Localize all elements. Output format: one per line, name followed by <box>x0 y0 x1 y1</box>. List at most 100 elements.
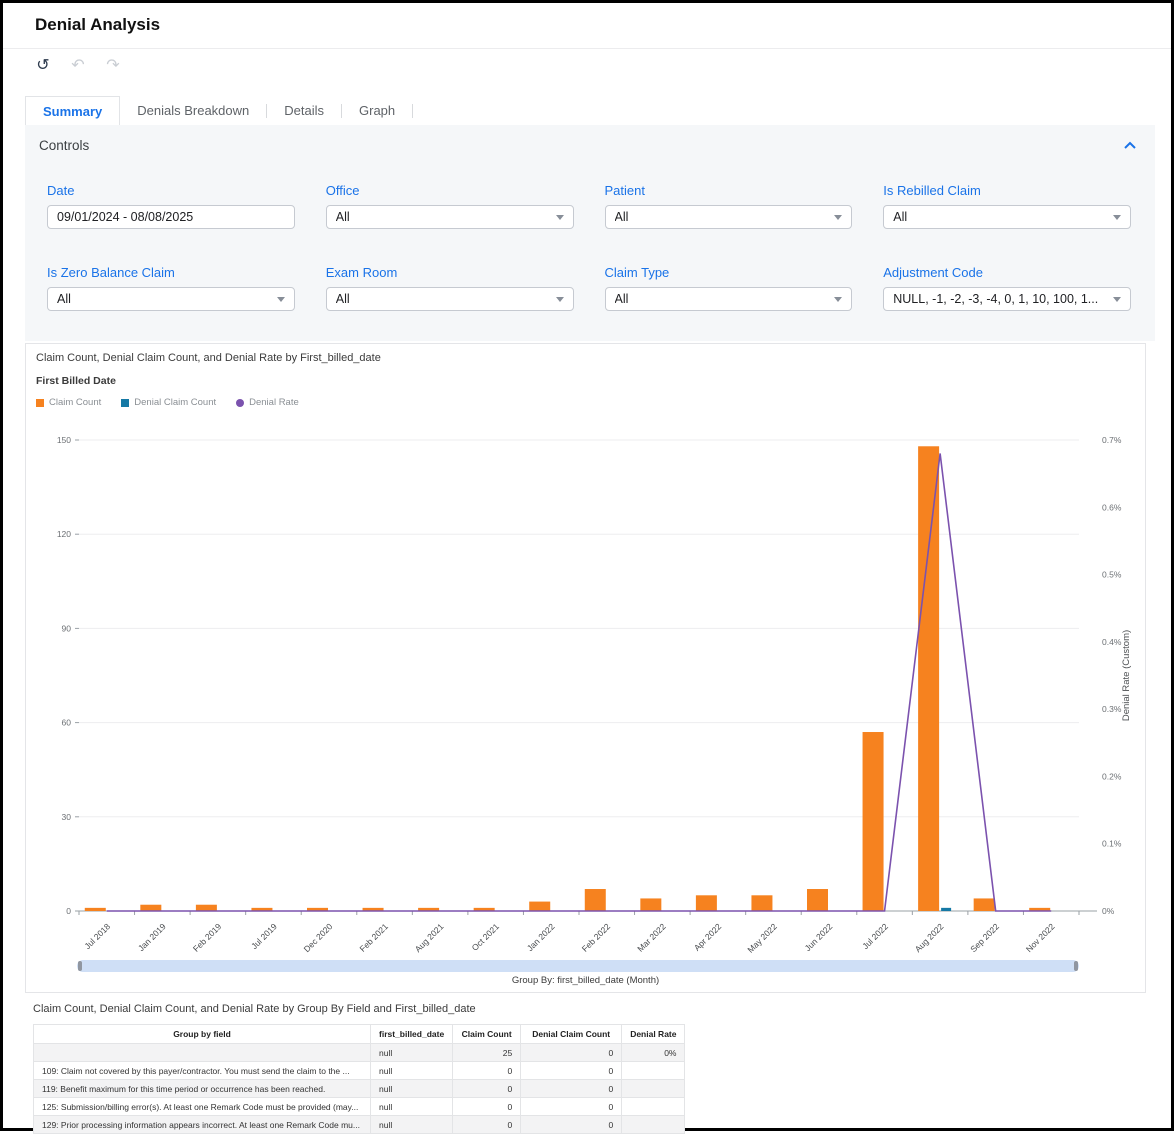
filter-is-rebilled-claim-input[interactable]: All <box>883 205 1131 229</box>
filter-label: Adjustment Code <box>883 265 983 280</box>
filter-label: Claim Type <box>604 265 670 280</box>
filter-date-input[interactable]: 09/01/2024 - 08/08/2025 <box>47 205 295 229</box>
filter-is-zero-balance-claim-input[interactable]: All <box>47 287 295 311</box>
tab-denials-breakdown[interactable]: Denials Breakdown <box>137 103 250 118</box>
range-slider-left-handle[interactable] <box>78 961 82 971</box>
svg-text:Jul 2019: Jul 2019 <box>249 921 279 951</box>
chevron-up-icon <box>1124 141 1136 149</box>
column-header-first-billed-date[interactable]: first_billed_date <box>369 1024 454 1044</box>
filter-value: 09/01/2024 - 08/08/2025 <box>57 210 194 224</box>
table-header-row: Group by field first_billed_date Claim Cou… <box>33 1024 686 1044</box>
svg-text:0%: 0% <box>1102 906 1115 916</box>
svg-text:0.7%: 0.7% <box>1102 435 1122 445</box>
svg-text:0.6%: 0.6% <box>1102 502 1122 512</box>
svg-text:Aug 2021: Aug 2021 <box>413 921 446 954</box>
redo-icon[interactable]: ↷ <box>106 57 120 74</box>
svg-text:Feb 2019: Feb 2019 <box>191 921 224 954</box>
filter-value: All <box>893 210 908 224</box>
legend-item-denial-claim-count[interactable]: Denial Claim Count <box>121 397 216 408</box>
svg-text:Jun 2022: Jun 2022 <box>803 921 835 953</box>
filter-patient-input[interactable]: All <box>604 205 853 229</box>
svg-text:60: 60 <box>62 718 72 728</box>
table-cell: 125: Submission/billing error(s). At lea… <box>33 1097 371 1116</box>
dropdown-arrow-icon <box>276 297 285 302</box>
filter-value: All <box>614 292 629 306</box>
svg-text:Dec 2020: Dec 2020 <box>302 921 335 954</box>
dropdown-arrow-icon <box>555 215 564 220</box>
filter-is-rebilled-claim: Is Rebilled Claim All <box>883 183 1131 229</box>
table-head: Group by field first_billed_date Claim Cou… <box>33 1024 686 1044</box>
denial-chart[interactable]: 0 30 60 90 120 150 0% 0.1% 0.2% 0.3% 0.4% 0.5% 0.6% 0… <box>26 344 1145 958</box>
filter-office: Office All <box>325 183 574 229</box>
filter-date: Date 09/01/2024 - 08/08/2025 <box>47 183 295 229</box>
filter-adjustment-code: Adjustment Code NULL, -1, -2, -3, -4, 0, … <box>883 265 1131 311</box>
svg-text:0: 0 <box>66 906 71 916</box>
table-cell: null <box>369 1043 454 1062</box>
filter-label: Is Zero Balance Claim <box>47 265 175 280</box>
svg-text:Nov 2022: Nov 2022 <box>1024 921 1057 954</box>
svg-text:Apr 2022: Apr 2022 <box>692 921 724 953</box>
table-cell: 119: Benefit maximum for this time perio… <box>33 1079 371 1098</box>
table-cell: 0 <box>520 1061 623 1080</box>
tab-graph[interactable]: Graph <box>359 103 396 118</box>
chart-range-slider[interactable] <box>77 960 1079 972</box>
svg-text:Mar 2022: Mar 2022 <box>635 921 668 954</box>
tab-details[interactable]: Details <box>284 103 325 118</box>
controls-panel: Controls Date 09/01/2024 - 08/08/2025 Offi… <box>25 125 1155 341</box>
tab-separator <box>412 103 414 118</box>
filter-label: Exam Room <box>325 265 398 280</box>
column-header-group-by-field[interactable]: Group by field <box>33 1024 371 1044</box>
svg-text:150: 150 <box>57 435 71 445</box>
table-cell: 0 <box>452 1097 522 1116</box>
column-header-claim-count[interactable]: Claim Count <box>452 1024 522 1044</box>
title-divider <box>3 48 1171 49</box>
legend-marker <box>236 398 245 407</box>
table-cell: 25 <box>452 1043 522 1062</box>
filter-value: All <box>335 292 350 306</box>
filter-claim-type: Claim Type All <box>604 265 853 311</box>
dropdown-arrow-icon <box>555 297 564 302</box>
table-title: Claim Count, Denial Claim Count, and Den… <box>33 1003 476 1015</box>
undo-icon[interactable]: ↶ <box>71 57 85 74</box>
table-cell: null <box>369 1079 454 1098</box>
collapse-controls-button[interactable] <box>1121 137 1139 155</box>
filter-label: Date <box>47 183 75 198</box>
column-header-denial-claim-count[interactable]: Denial Claim Count <box>520 1024 623 1044</box>
filter-value: All <box>335 210 350 224</box>
svg-text:0.2%: 0.2% <box>1102 771 1122 781</box>
filter-claim-type-input[interactable]: All <box>604 287 853 311</box>
table-cell <box>621 1079 686 1098</box>
tab-separator <box>341 103 343 118</box>
legend-item-denial-rate[interactable]: Denial Rate <box>236 397 299 408</box>
svg-text:Feb 2021: Feb 2021 <box>357 921 390 954</box>
filter-exam-room: Exam Room All <box>325 265 574 311</box>
filter-adjustment-code-input[interactable]: NULL, -1, -2, -3, -4, 0, 1, 10, 100, 1..… <box>883 287 1131 311</box>
table-cell: 0 <box>452 1079 522 1098</box>
tab-summary[interactable]: Summary <box>25 96 121 125</box>
svg-text:May 2022: May 2022 <box>745 921 779 955</box>
legend-marker <box>36 398 44 407</box>
reset-icon[interactable]: ↺ <box>36 57 50 74</box>
table-cell: 0 <box>520 1079 623 1098</box>
chart-title: Claim Count, Denial Claim Count, and Den… <box>36 352 381 364</box>
svg-text:0.4%: 0.4% <box>1102 637 1122 647</box>
filter-label: Office <box>325 183 360 198</box>
table-cell: 0 <box>520 1115 623 1134</box>
table-body: null 25 0 0% 109: Claim not covered by this … <box>33 1043 686 1134</box>
legend-marker <box>121 398 130 407</box>
column-header-denial-rate[interactable]: Denial Rate <box>621 1024 686 1044</box>
svg-text:0.1%: 0.1% <box>1102 839 1122 849</box>
table-cell <box>621 1061 686 1080</box>
legend-label: Denial Rate <box>249 397 299 408</box>
legend-item-claim-count[interactable]: Claim Count <box>36 397 101 408</box>
table-cell <box>33 1043 371 1062</box>
filter-office-input[interactable]: All <box>325 205 574 229</box>
denial-table: Group by field first_billed_date Claim Cou… <box>33 1024 686 1134</box>
table-cell: null <box>369 1061 454 1080</box>
range-slider-right-handle[interactable] <box>1074 961 1078 971</box>
svg-text:Jul 2022: Jul 2022 <box>860 921 890 951</box>
tab-bar: Summary Denials Breakdown Details Graph <box>25 96 1149 125</box>
filters-grid: Date 09/01/2024 - 08/08/2025 Office All Pati… <box>47 183 1131 311</box>
filter-exam-room-input[interactable]: All <box>325 287 574 311</box>
